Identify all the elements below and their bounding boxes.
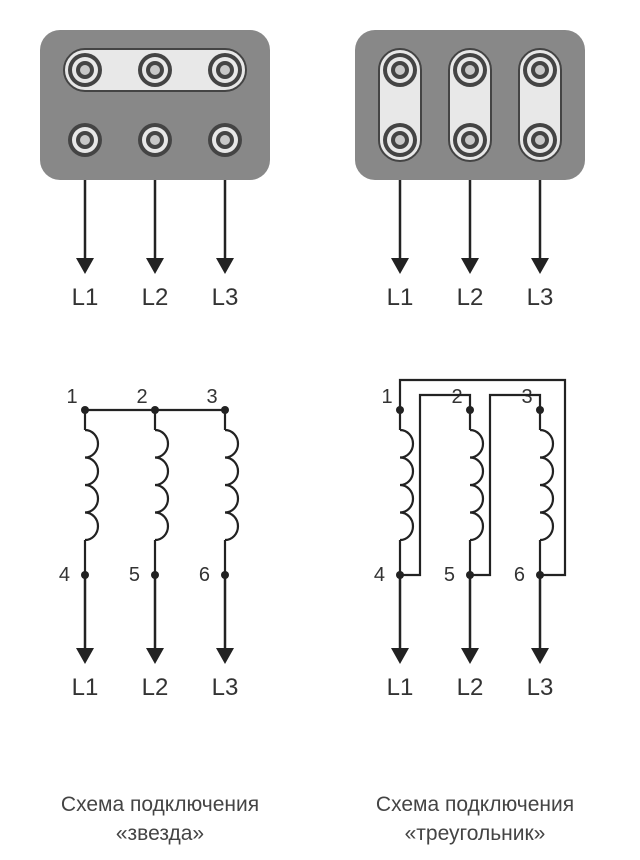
caption-star-line2: «звезда» (116, 822, 204, 845)
svg-text:2: 2 (136, 386, 147, 408)
svg-text:1: 1 (66, 386, 77, 408)
svg-text:1: 1 (381, 386, 392, 408)
svg-text:5: 5 (129, 564, 140, 586)
svg-text:5: 5 (444, 564, 455, 586)
svg-text:L3: L3 (212, 284, 239, 311)
svg-text:4: 4 (374, 564, 385, 586)
caption-delta-line1: Схема подключения (376, 793, 574, 816)
caption-star-line1: Схема подключения (61, 793, 259, 816)
caption-delta: Схема подключения «треугольник» (345, 790, 605, 849)
svg-text:L2: L2 (457, 674, 484, 701)
svg-text:6: 6 (514, 564, 525, 586)
svg-text:L2: L2 (457, 284, 484, 311)
svg-text:L1: L1 (72, 284, 99, 311)
svg-text:4: 4 (59, 564, 70, 586)
svg-text:6: 6 (199, 564, 210, 586)
caption-delta-line2: «треугольник» (405, 822, 546, 845)
svg-text:3: 3 (521, 386, 532, 408)
svg-text:L3: L3 (527, 284, 554, 311)
svg-text:L2: L2 (142, 284, 169, 311)
svg-text:L2: L2 (142, 674, 169, 701)
caption-star: Схема подключения «звезда» (30, 790, 290, 849)
svg-text:L3: L3 (527, 674, 554, 701)
connection-diagram: L1 L2 L3 L1 L2 L3 1 2 3 4 L1 5 L2 6 L3 1 2 3 4 L1 5 L2 6 L3 (0, 0, 640, 780)
svg-text:L1: L1 (387, 284, 414, 311)
svg-text:3: 3 (206, 386, 217, 408)
svg-text:L1: L1 (72, 674, 99, 701)
svg-text:L3: L3 (212, 674, 239, 701)
svg-text:L1: L1 (387, 674, 414, 701)
svg-text:2: 2 (451, 386, 462, 408)
page: L1 L2 L3 L1 L2 L3 1 2 3 4 L1 5 L2 6 L3 1 2 3 4 L1 5 L2 6 L3 Схе… (0, 0, 640, 860)
